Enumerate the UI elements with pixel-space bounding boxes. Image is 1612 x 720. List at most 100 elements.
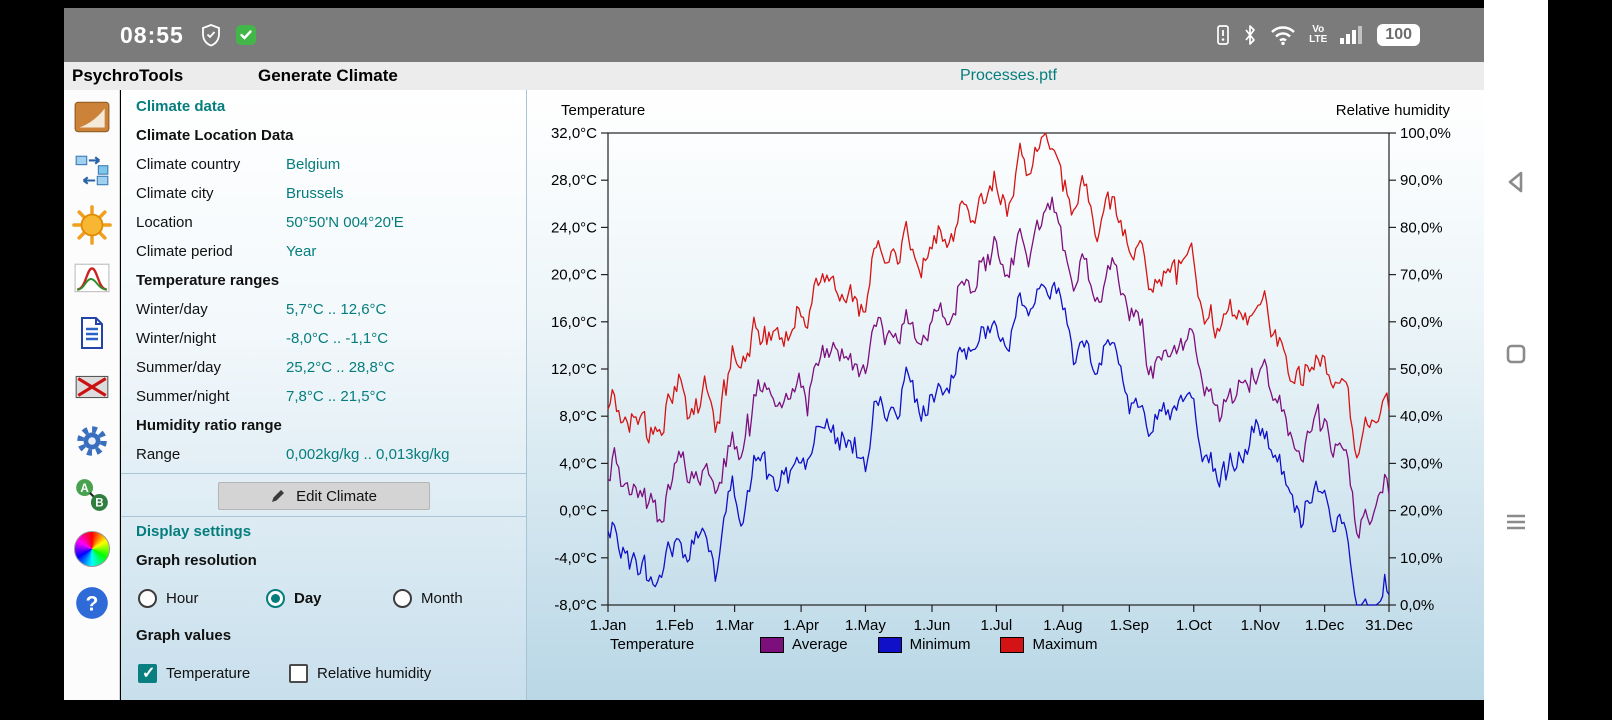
legend-item-maximum: Maximum — [1000, 636, 1097, 653]
svg-text:B: B — [95, 497, 103, 510]
sidebar-item-report[interactable] — [67, 308, 117, 358]
sidebar-item-process-ab[interactable]: A B — [67, 470, 117, 520]
battery-indicator: 100 — [1377, 24, 1420, 46]
pencil-icon — [272, 490, 285, 502]
shield-check-icon — [201, 24, 220, 47]
color-wheel-icon — [73, 531, 110, 567]
svg-text:28,0°C: 28,0°C — [551, 172, 597, 189]
row-winter-day: Winter/day 5,7°C .. 12,6°C — [136, 301, 387, 318]
hour-radio[interactable] — [138, 588, 157, 608]
graph-resolution-heading: Graph resolution — [136, 552, 257, 569]
sidebar-item-colors[interactable] — [67, 524, 117, 574]
relative-humidity-checkbox[interactable] — [289, 663, 308, 683]
volte-indicator: Vo LTE — [1309, 24, 1328, 45]
svg-text:1.Jan: 1.Jan — [590, 617, 627, 634]
svg-text:1.Jul: 1.Jul — [981, 617, 1013, 634]
svg-text:1.Sep: 1.Sep — [1110, 617, 1149, 634]
day-radio[interactable] — [266, 588, 285, 608]
row-summer-day: Summer/day 25,2°C .. 28,8°C — [136, 359, 395, 376]
climate-data-heading: Climate data — [136, 98, 226, 115]
temperature-checkbox[interactable] — [138, 663, 157, 683]
svg-text:-8,0°C: -8,0°C — [554, 597, 597, 614]
sidebar-item-generate-climate[interactable] — [67, 200, 117, 250]
process-flow-icon — [75, 155, 108, 186]
sidebar-item-help[interactable]: ? — [67, 578, 117, 628]
svg-text:12,0°C: 12,0°C — [551, 361, 597, 378]
svg-text:80,0%: 80,0% — [1400, 219, 1443, 236]
document-icon — [80, 317, 103, 349]
svg-text:30,0%: 30,0% — [1400, 455, 1443, 472]
svg-text:1.Dec: 1.Dec — [1305, 617, 1345, 634]
sidebar-item-process-flow[interactable] — [67, 146, 117, 196]
svg-text:1.Apr: 1.Apr — [783, 617, 819, 634]
location-section-heading: Climate Location Data — [136, 127, 294, 144]
sidebar-item-distribution[interactable] — [67, 254, 117, 304]
heat-exchanger-icon — [75, 375, 108, 399]
sidebar-item-settings[interactable] — [67, 416, 117, 466]
graph-values-heading: Graph values — [136, 627, 232, 644]
navigation-bar — [1484, 0, 1548, 720]
sun-icon — [71, 205, 112, 245]
row-summer-night: Summer/night 7,8°C .. 21,5°C — [136, 388, 387, 405]
graph-values-options: Temperature Relative humidity — [121, 650, 526, 696]
app-title: PsychroTools — [72, 66, 184, 85]
svg-text:31.Dec: 31.Dec — [1365, 617, 1413, 634]
svg-text:1.Oct: 1.Oct — [1176, 617, 1213, 634]
checkbox-option-temperature[interactable]: Temperature — [138, 663, 289, 683]
left-axis-title: Temperature — [561, 102, 646, 119]
svg-text:10,0%: 10,0% — [1400, 550, 1443, 567]
legend-item-average: Average — [760, 636, 848, 653]
row-climate-city: Climate city Brussels — [136, 185, 344, 202]
divider — [121, 516, 526, 517]
row-climate-period: Climate period Year — [136, 243, 317, 260]
svg-text:16,0°C: 16,0°C — [551, 314, 597, 331]
svg-text:1.May: 1.May — [845, 617, 886, 634]
chart-legend: Temperature Average Minimum Maximum — [610, 636, 1127, 653]
bluetooth-icon — [1245, 25, 1255, 45]
home-icon[interactable] — [1502, 340, 1530, 368]
recent-apps-icon[interactable] — [1502, 508, 1530, 536]
psychrometric-chart-icon — [74, 101, 109, 133]
minimum-swatch — [877, 636, 902, 653]
climate-form-panel: Climate data Climate Location Data Clima… — [121, 90, 527, 700]
svg-text:70,0%: 70,0% — [1400, 267, 1443, 284]
svg-text:20,0°C: 20,0°C — [551, 267, 597, 284]
status-left-icons — [200, 23, 258, 47]
radio-option-day[interactable]: Day — [266, 588, 393, 608]
svg-text:8,0°C: 8,0°C — [559, 408, 597, 425]
svg-text:?: ? — [85, 592, 98, 615]
status-right-icons: Vo LTE 100 — [1216, 24, 1420, 46]
svg-text:-4,0°C: -4,0°C — [554, 550, 597, 567]
month-radio[interactable] — [393, 588, 412, 608]
device-alert-icon — [1217, 25, 1229, 45]
device-security-icon — [235, 25, 256, 45]
screen-title: Generate Climate — [258, 66, 398, 85]
humidity-section-heading: Humidity ratio range — [136, 417, 282, 434]
svg-text:20,0%: 20,0% — [1400, 503, 1443, 520]
radio-option-hour[interactable]: Hour — [138, 588, 266, 608]
graph-resolution-options: Hour Day Month — [121, 575, 526, 621]
svg-text:0,0°C: 0,0°C — [559, 503, 597, 520]
radio-option-month[interactable]: Month — [393, 588, 463, 608]
row-climate-country: Climate country Belgium — [136, 156, 341, 173]
right-axis-title: Relative humidity — [1335, 102, 1450, 119]
climate-chart: 32,0°C 100,0% 28,0°C 90,0% 24,0°C 80,0% 20,0°C… — [551, 125, 1451, 634]
gear-icon — [76, 426, 107, 456]
maximum-swatch — [1000, 636, 1025, 653]
svg-text:1.Nov: 1.Nov — [1241, 617, 1281, 634]
help-icon: ? — [75, 587, 108, 619]
display-settings-heading: Display settings — [136, 523, 252, 540]
back-icon[interactable] — [1502, 168, 1530, 196]
sidebar-item-heat-exchanger[interactable] — [67, 362, 117, 412]
svg-text:50,0%: 50,0% — [1400, 361, 1443, 378]
open-file-link[interactable]: Processes.ptf — [960, 67, 1057, 84]
row-location: Location 50°50'N 004°20'E — [136, 214, 404, 231]
sidebar-item-psychrometric-chart[interactable] — [67, 92, 117, 142]
svg-text:40,0%: 40,0% — [1400, 408, 1443, 425]
checkbox-option-relative-humidity[interactable]: Relative humidity — [289, 663, 431, 683]
average-swatch — [760, 636, 784, 653]
svg-text:A: A — [80, 482, 89, 495]
svg-text:1.Aug: 1.Aug — [1043, 617, 1082, 634]
edit-climate-button[interactable]: Edit Climate — [217, 482, 430, 510]
legend-group-label: Temperature — [610, 636, 695, 653]
